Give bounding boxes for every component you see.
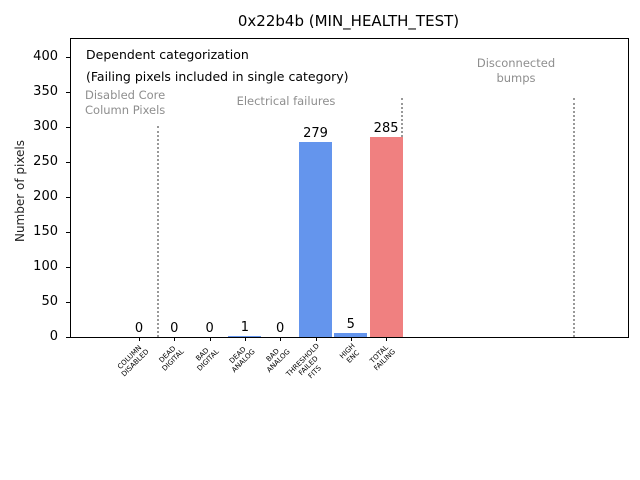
- chart-title: 0x22b4b (MIN_HEALTH_TEST): [237, 12, 460, 30]
- y-axis-tick: [66, 56, 71, 58]
- x-axis-tick-label: BAD DIGITAL: [194, 346, 222, 373]
- section-label-disabled-core-column-pixels: Disabled Core Column Pixels: [85, 88, 166, 117]
- y-axis-tick-label: 0: [49, 329, 58, 344]
- bar-threshold-failed-fits: [299, 142, 332, 337]
- x-axis-tick: [315, 337, 317, 341]
- bar-value-label: 0: [170, 321, 179, 336]
- x-axis-tick: [244, 337, 246, 341]
- y-axis-tick: [66, 301, 71, 303]
- x-axis-tick: [139, 337, 140, 341]
- bar-value-label: 0: [276, 321, 285, 336]
- y-axis-tick-label: 150: [33, 224, 58, 239]
- x-axis-tick-label: TOTAL FAILING: [368, 343, 398, 373]
- x-axis-tick-label: COLUMN DISABLED: [115, 343, 151, 379]
- section-separator-line: [157, 126, 159, 337]
- x-axis-tick: [350, 337, 352, 341]
- bar-value-label: 0: [134, 321, 144, 336]
- y-axis-tick-label: 350: [33, 84, 58, 99]
- y-axis-tick-label: 200: [33, 189, 58, 204]
- x-axis-tick: [174, 337, 176, 341]
- y-axis-tick-label: 300: [33, 119, 58, 134]
- bar-value-label: 0: [205, 321, 214, 336]
- section-label-disconnected-bumps: Disconnected bumps: [476, 56, 556, 85]
- section-label-electrical-failures: Electrical failures: [236, 94, 336, 108]
- plot-area: Dependent categorization (Failing pixels…: [33, 38, 629, 380]
- y-axis-tick: [66, 196, 71, 198]
- x-axis-tick: [209, 337, 211, 341]
- x-axis-tick-label: DEAD DIGITAL: [157, 344, 186, 373]
- y-axis-tick: [66, 266, 71, 268]
- x-axis-tick-label: HIGH ENC: [338, 342, 362, 366]
- x-axis-tick: [280, 337, 282, 341]
- y-axis-tick-label: 250: [33, 154, 58, 169]
- y-axis-tick: [66, 231, 71, 233]
- section-separator-line: [573, 98, 575, 337]
- x-axis-tick-label: DEAD ANALOG: [227, 345, 257, 375]
- bar-high-enc: [334, 333, 368, 337]
- annotation-failing-pixels-note: (Failing pixels included in single categ…: [86, 69, 349, 84]
- y-axis-tick: [66, 161, 71, 163]
- y-axis-tick: [66, 336, 71, 338]
- y-axis-tick: [66, 126, 71, 128]
- annotation-dependent-categorization: Dependent categorization: [86, 47, 249, 62]
- y-axis-tick-label: 100: [33, 259, 58, 274]
- bar-dead-analog: [228, 336, 262, 337]
- y-axis-tick-label: 50: [41, 294, 58, 309]
- bar-value-label: 1: [240, 320, 250, 335]
- bar-value-label: 279: [303, 126, 328, 141]
- bar-value-label: 5: [346, 317, 355, 332]
- x-axis-tick-label: THRESHOLD FAILED FITS: [284, 342, 323, 381]
- x-axis-tick: [386, 337, 388, 341]
- bar-value-label: 285: [373, 121, 399, 136]
- y-axis-tick: [66, 91, 71, 93]
- y-axis-tick-label: 400: [33, 49, 58, 64]
- bar-total-failing: [369, 137, 403, 337]
